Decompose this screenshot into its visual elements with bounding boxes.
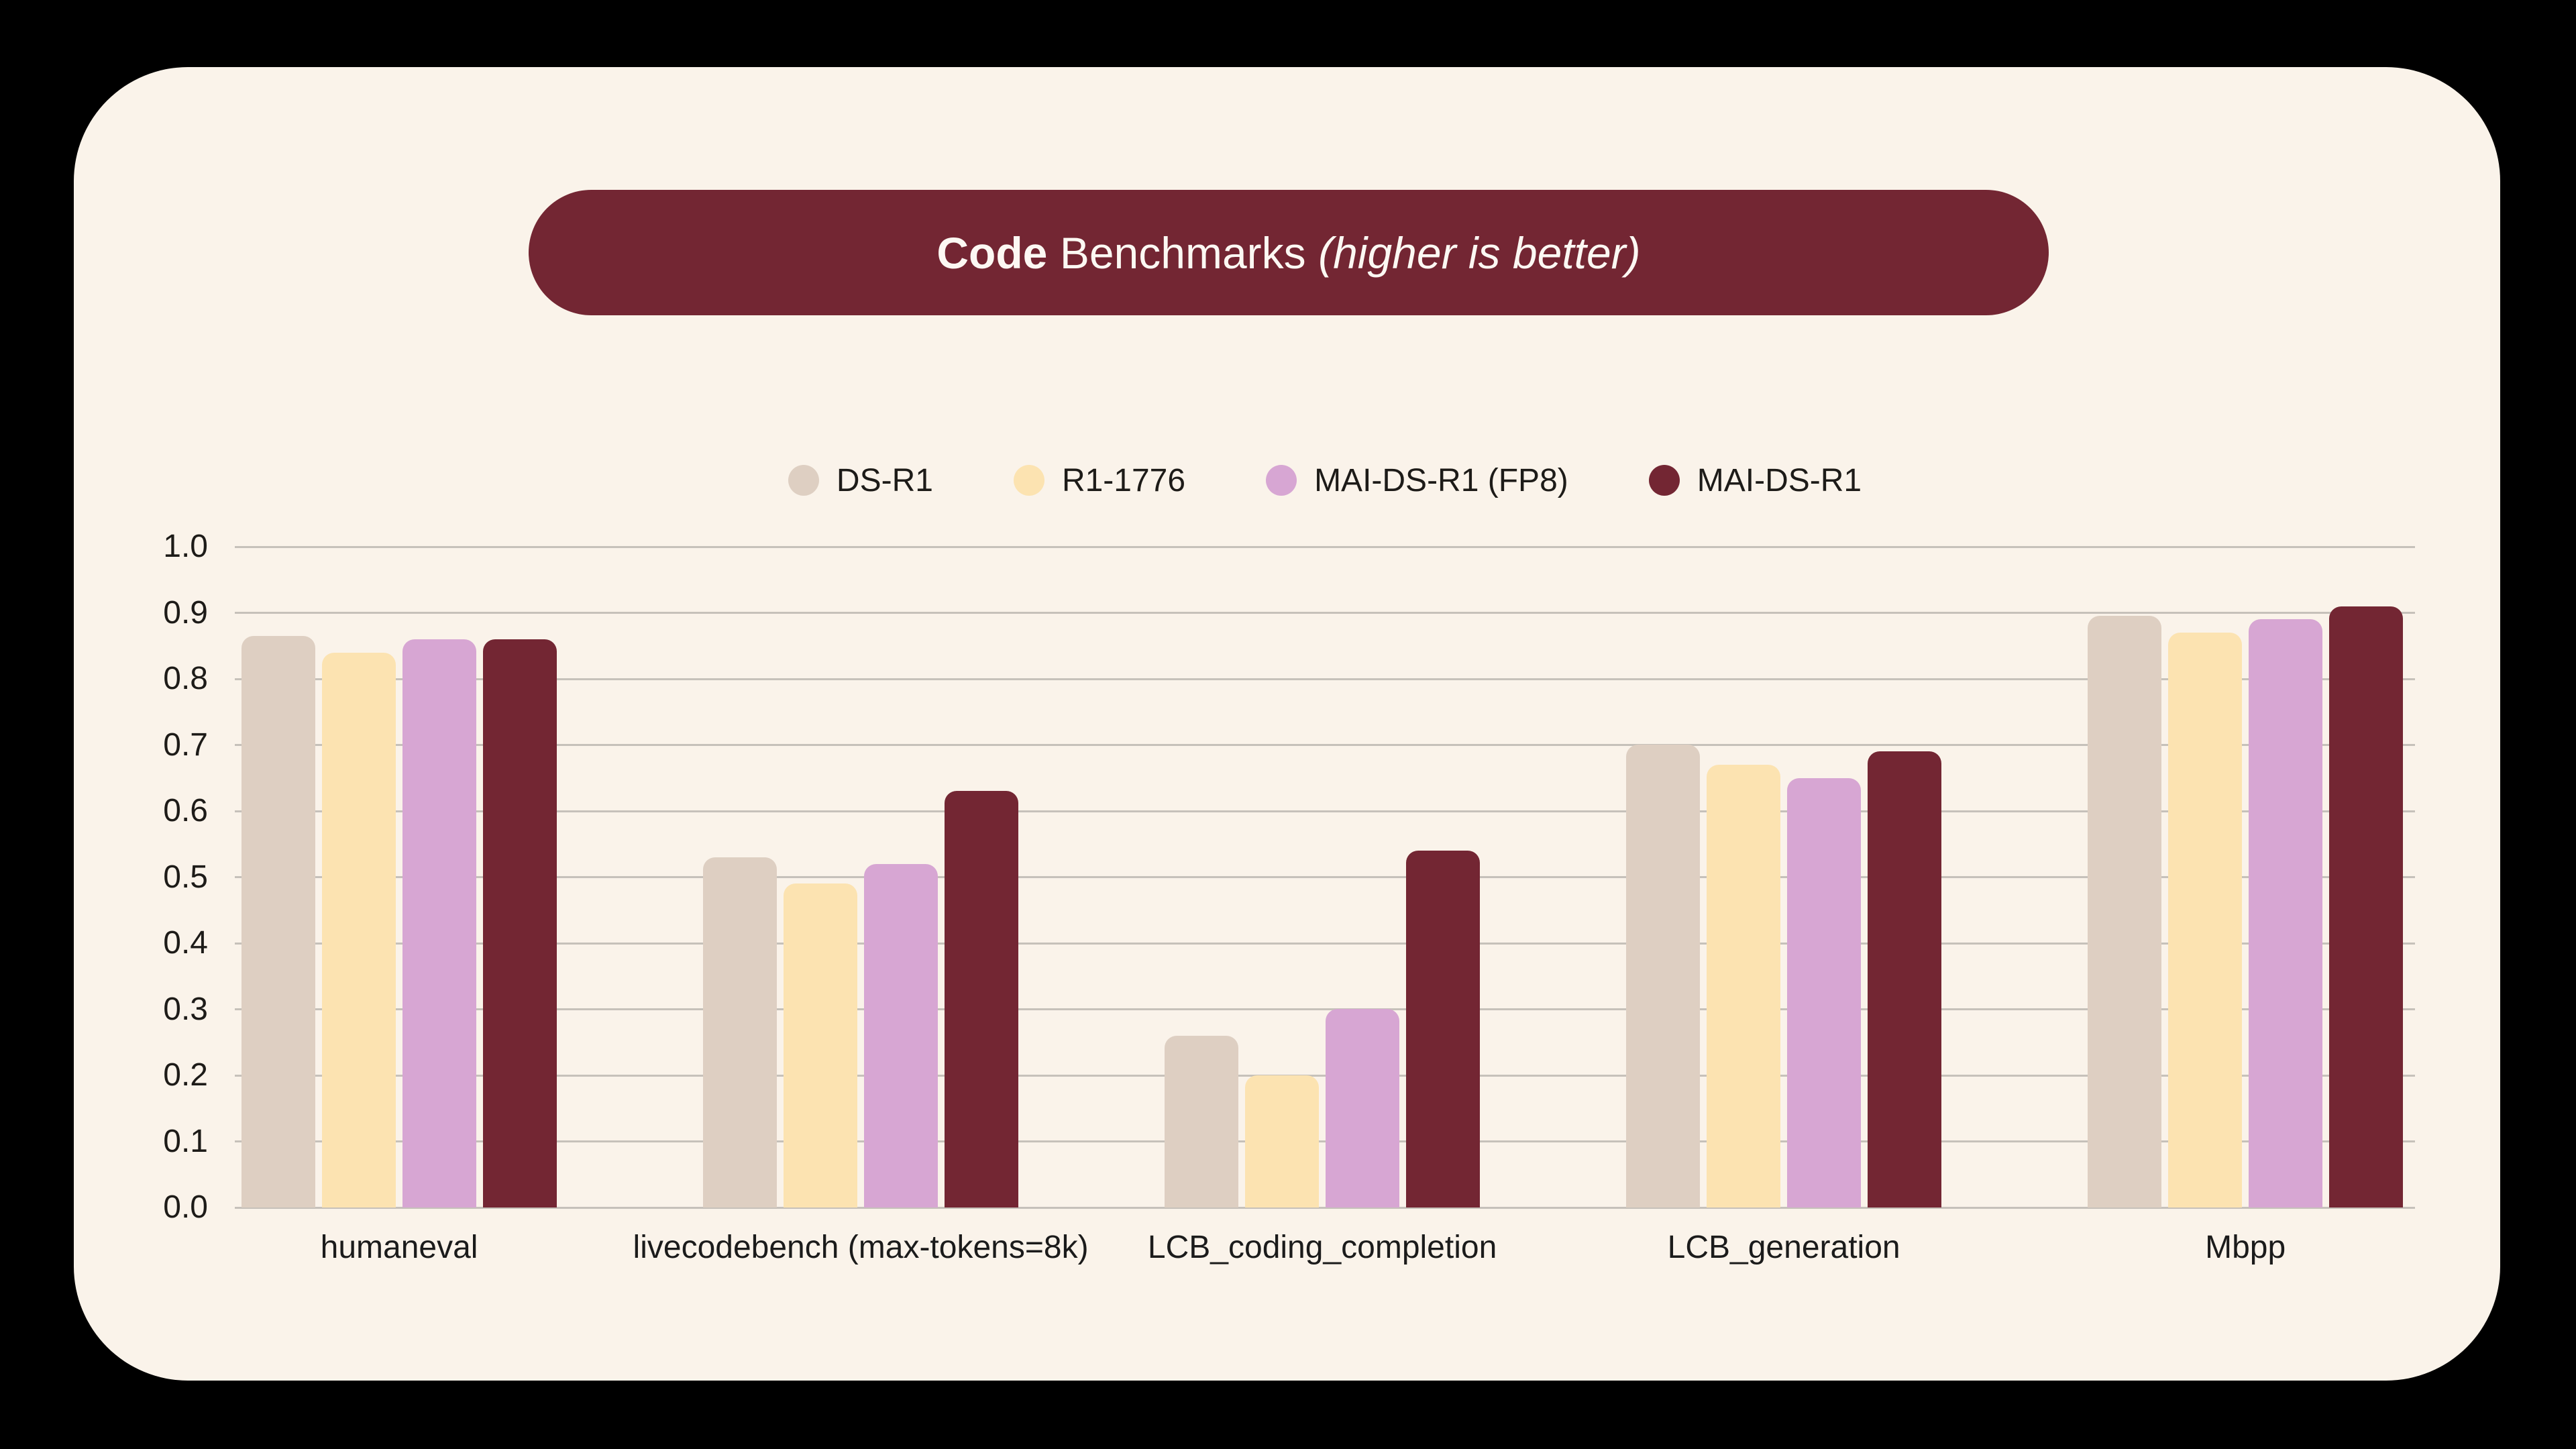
title-pill: Code Benchmarks (higher is better) <box>529 190 2049 315</box>
bar-group <box>1626 547 1942 1208</box>
bar <box>1326 1009 1400 1208</box>
legend-label: R1-1776 <box>1061 462 1186 498</box>
bar <box>2329 606 2404 1208</box>
bar <box>2168 633 2243 1208</box>
bar-group <box>703 547 1019 1208</box>
bar <box>1245 1075 1320 1208</box>
legend-dot <box>1266 465 1297 496</box>
bar <box>241 636 316 1208</box>
bar <box>1165 1036 1239 1208</box>
x-axis-label: Mbpp <box>2205 1230 2286 1265</box>
legend-dot <box>1013 465 1044 496</box>
bar-group <box>241 547 557 1208</box>
gridline <box>235 612 2415 614</box>
y-tick-label: 0.4 <box>163 925 208 961</box>
gridline <box>235 876 2415 878</box>
gridline <box>235 545 2415 548</box>
legend-label: MAI-DS-R1 (FP8) <box>1314 462 1568 498</box>
bar <box>322 653 396 1208</box>
bar <box>703 857 777 1208</box>
legend-item: R1-1776 <box>1013 462 1186 499</box>
y-tick-label: 0.5 <box>163 859 208 895</box>
gridline <box>235 942 2415 945</box>
gridline <box>235 744 2415 746</box>
y-tick-label: 0.8 <box>163 661 208 696</box>
chart-card: Code Benchmarks (higher is better) DS-R1… <box>74 67 2500 1381</box>
bar-group <box>1165 547 1481 1208</box>
legend-dot <box>788 465 819 496</box>
bar <box>784 883 858 1208</box>
y-tick-label: 0.9 <box>163 594 208 631</box>
title-italic: (higher is better) <box>1318 227 1641 278</box>
gridline <box>235 1206 2415 1209</box>
x-axis-label: livecodebench (max-tokens=8k) <box>633 1230 1089 1265</box>
bar <box>1406 851 1481 1208</box>
x-axis-label: humaneval <box>320 1230 478 1265</box>
bar <box>1868 751 1942 1208</box>
bar <box>2088 616 2162 1208</box>
y-tick-label: 1.0 <box>163 529 208 564</box>
title-regular: Benchmarks <box>1059 227 1306 278</box>
plot-area: 1.0 0.9 0.8 0.7 0.6 0.5 0.4 0.3 0.2 0.1 0.0 humanev… <box>163 529 2415 1265</box>
y-tick-label: 0.7 <box>163 727 208 763</box>
y-tick-label: 0.0 <box>163 1189 208 1225</box>
y-tick-label: 0.6 <box>163 793 208 828</box>
x-axis-label: LCB_generation <box>1667 1230 1900 1265</box>
legend-label: DS-R1 <box>836 462 933 498</box>
bar <box>483 639 557 1208</box>
legend: DS-R1 R1-1776 MAI-DS-R1 (FP8) MAI-DS-R1 <box>235 453 2415 507</box>
gridline <box>235 1008 2415 1010</box>
title-bold: Code <box>936 227 1048 278</box>
gridline <box>235 1140 2415 1142</box>
bar <box>945 791 1019 1208</box>
legend-label: MAI-DS-R1 <box>1697 462 1862 498</box>
gridline <box>235 1074 2415 1077</box>
bar <box>1707 765 1781 1208</box>
y-tick-label: 0.3 <box>163 991 208 1027</box>
legend-item: DS-R1 <box>788 462 933 499</box>
gridline <box>235 678 2415 680</box>
gridline <box>235 810 2415 812</box>
legend-item: MAI-DS-R1 <box>1648 462 1862 499</box>
bar <box>402 639 477 1208</box>
bar <box>864 864 938 1208</box>
y-tick-label: 0.2 <box>163 1057 208 1093</box>
legend-dot <box>1648 465 1680 496</box>
x-axis-label: LCB_coding_completion <box>1147 1230 1497 1265</box>
y-tick-label: 0.1 <box>163 1123 208 1159</box>
bar <box>1787 778 1862 1208</box>
bar <box>2249 619 2323 1208</box>
legend-item: MAI-DS-R1 (FP8) <box>1266 462 1568 499</box>
bar-group <box>2088 547 2404 1208</box>
bar <box>1626 745 1701 1208</box>
